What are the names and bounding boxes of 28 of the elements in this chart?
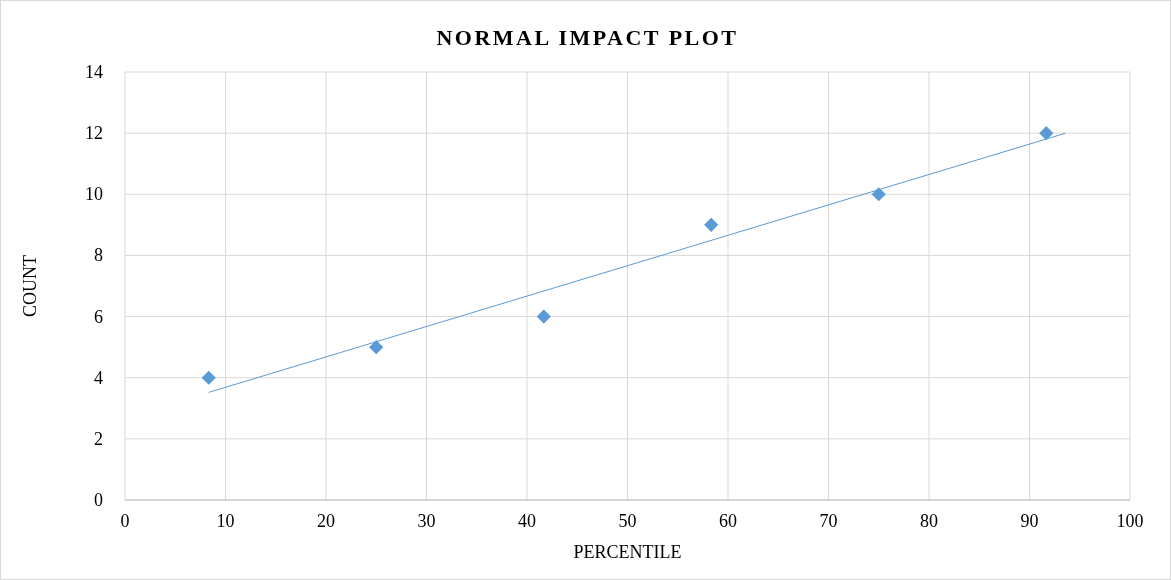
point xyxy=(536,309,551,324)
x-tick-label: 40 xyxy=(518,511,536,531)
point xyxy=(1039,126,1054,141)
point xyxy=(704,217,719,232)
y-tick-label: 10 xyxy=(85,184,103,205)
chart-title: NORMAL IMPACT PLOT xyxy=(436,25,739,50)
point xyxy=(369,340,384,355)
x-tick-label: 30 xyxy=(417,511,436,531)
y-tick-label: 8 xyxy=(94,245,103,266)
x-tick-label: 70 xyxy=(819,511,838,531)
x-tick-label: 10 xyxy=(216,511,235,531)
y-tick-label: 6 xyxy=(94,306,103,327)
point xyxy=(871,187,886,202)
x-tick-label: 80 xyxy=(920,511,938,531)
x-tick-label: 50 xyxy=(618,511,637,531)
y-tick-label: 12 xyxy=(85,123,103,144)
y-tick-label: 14 xyxy=(85,62,103,82)
y-tick-label: 0 xyxy=(94,490,103,510)
x-tick-label: 100 xyxy=(1116,511,1144,531)
y-axis-title: COUNT xyxy=(20,255,40,317)
y-tick-label: 4 xyxy=(94,367,103,388)
x-axis-title: PERCENTILE xyxy=(573,542,682,562)
x-tick-label: 0 xyxy=(120,511,130,531)
y-tick-label: 2 xyxy=(94,428,103,449)
point xyxy=(201,370,216,385)
x-tick-label: 20 xyxy=(317,511,335,531)
x-tick-label: 90 xyxy=(1020,511,1039,531)
x-tick-label: 60 xyxy=(719,511,737,531)
